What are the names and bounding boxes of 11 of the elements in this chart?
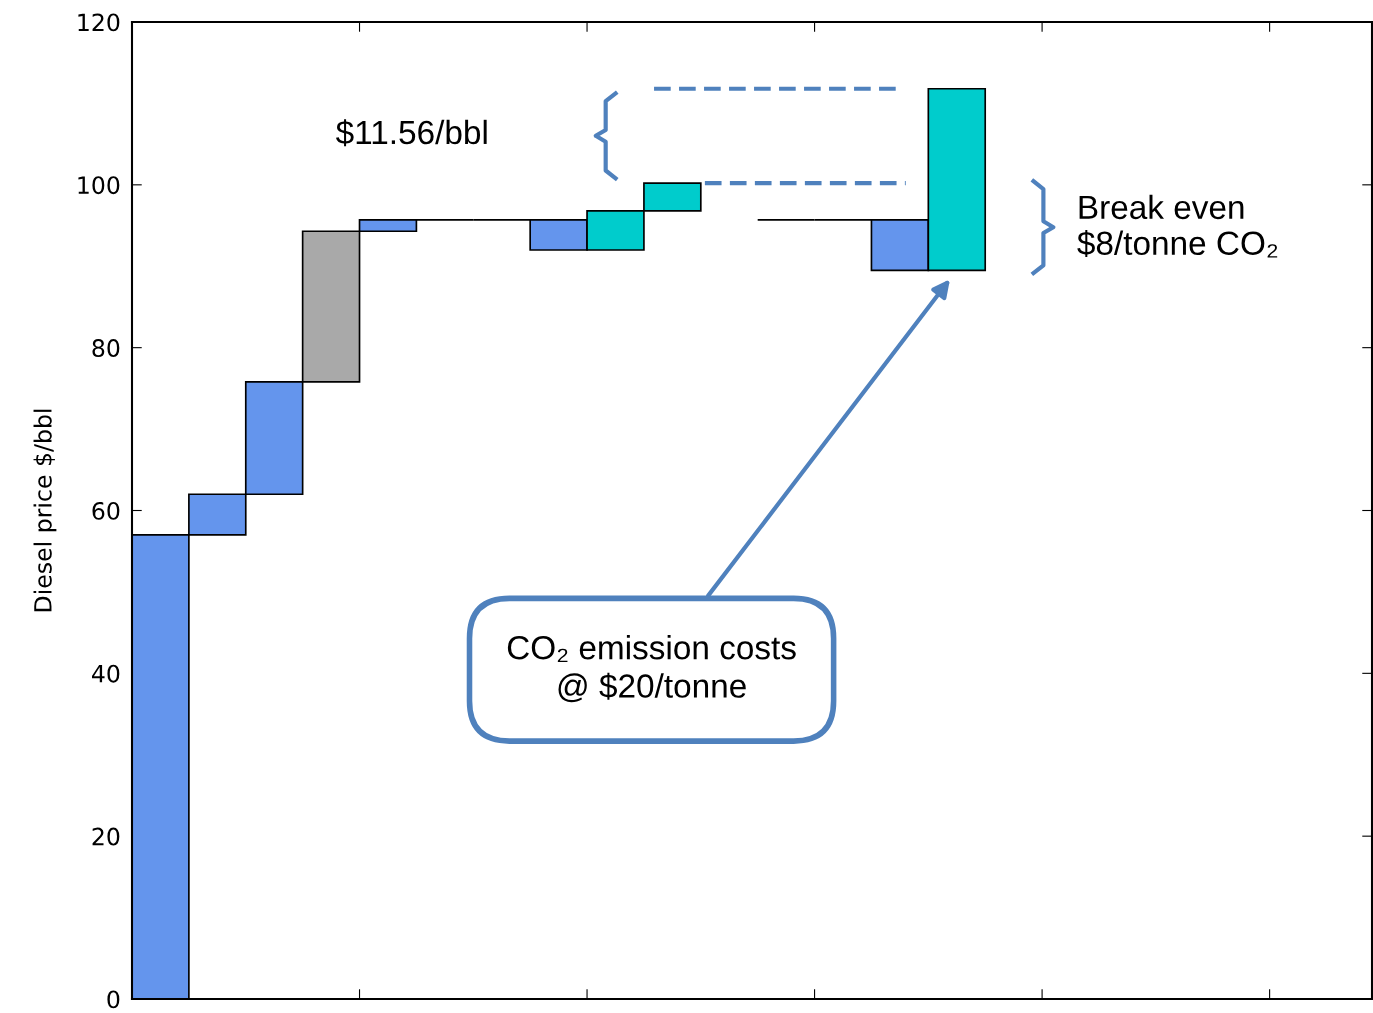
y-tick-label: 20 (92, 827, 120, 846)
y-axis-title: Diesel price $/bbl (33, 409, 57, 612)
y-tick-label: 40 (92, 664, 120, 683)
annotation: $11.56/bbl (335, 119, 487, 147)
y-tick-label: 0 (107, 990, 120, 1009)
annotation: CO₂ emission costs @ $20/tonne (507, 635, 796, 703)
y-tick-label: 60 (92, 501, 120, 520)
annotation: Break even $8/tonne CO₂ (1077, 194, 1278, 258)
y-tick-label: 100 (78, 176, 120, 195)
y-tick-label: 120 (78, 13, 120, 32)
y-tick-label: 80 (92, 339, 120, 357)
